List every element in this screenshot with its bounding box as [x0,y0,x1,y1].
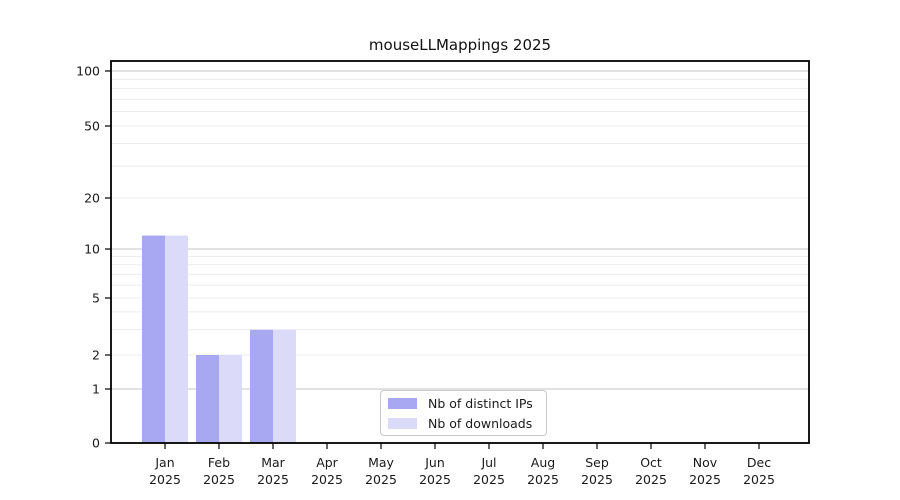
major-gridlines [111,70,809,390]
x-tick-label-year: 2025 [473,472,505,487]
legend-label-downloads: Nb of downloads [428,415,533,431]
x-tick-label-month: Mar [261,455,285,470]
legend: Nb of distinct IPs Nb of downloads [380,390,547,436]
x-tick-label-month: Oct [640,455,662,470]
legend-swatch-downloads [388,417,417,429]
x-tick-label-year: 2025 [311,472,343,487]
x-tick-label-month: May [368,455,394,470]
x-tick-label-year: 2025 [365,472,397,487]
legend-item-downloads: Nb of downloads [381,415,546,432]
bars [142,235,296,443]
x-tick-label-month: Aug [531,455,555,470]
x-axis-ticks: Jan 2025 Feb 2025 Mar 2025 Apr 2025 May 2025 Jun 20… [149,443,775,487]
x-tick-label-year: 2025 [527,472,559,487]
x-tick-label-year: 2025 [581,472,613,487]
plot-frame [110,60,810,444]
minor-gridlines [111,78,809,356]
x-tick-label-month: Jun [424,455,445,470]
x-tick-label-year: 2025 [635,472,667,487]
x-tick-label-year: 2025 [149,472,181,487]
x-tick-label-year: 2025 [689,472,721,487]
bar-jan-series1 [165,235,188,443]
bar-mar-series0 [250,329,273,443]
x-tick-label-month: Apr [316,455,338,470]
x-tick-label-year: 2025 [257,472,289,487]
bar-feb-series1 [219,355,242,443]
x-tick-label-year: 2025 [419,472,451,487]
x-tick-label-year: 2025 [203,472,235,487]
x-tick-label-year: 2025 [743,472,775,487]
y-tick-label: 20 [84,191,100,206]
x-tick-label-month: Feb [208,455,230,470]
legend-item-distinct-ips: Nb of distinct IPs [381,395,546,412]
y-tick-label: 0 [92,436,100,451]
y-tick-label: 10 [84,242,100,257]
bar-jan-series0 [142,235,165,443]
x-tick-label-month: Jan [154,455,174,470]
legend-label-distinct-ips: Nb of distinct IPs [428,395,533,411]
y-tick-label: 50 [84,119,100,134]
y-tick-label: 5 [92,291,100,306]
legend-swatch-distinct-ips [388,397,417,409]
y-tick-label: 1 [92,382,100,397]
bar-mar-series1 [273,329,296,443]
x-tick-label-month: Sep [585,455,609,470]
x-tick-label-month: Nov [693,455,718,470]
x-tick-label-month: Jul [480,455,496,470]
bar-feb-series0 [196,355,219,443]
x-tick-label-month: Dec [747,455,771,470]
y-tick-label: 2 [92,348,100,363]
y-tick-label: 100 [76,64,100,79]
chart-title: mouseLLMappings 2025 [368,36,552,54]
y-axis-ticks: 0 1 2 5 10 20 50 100 [76,64,111,451]
